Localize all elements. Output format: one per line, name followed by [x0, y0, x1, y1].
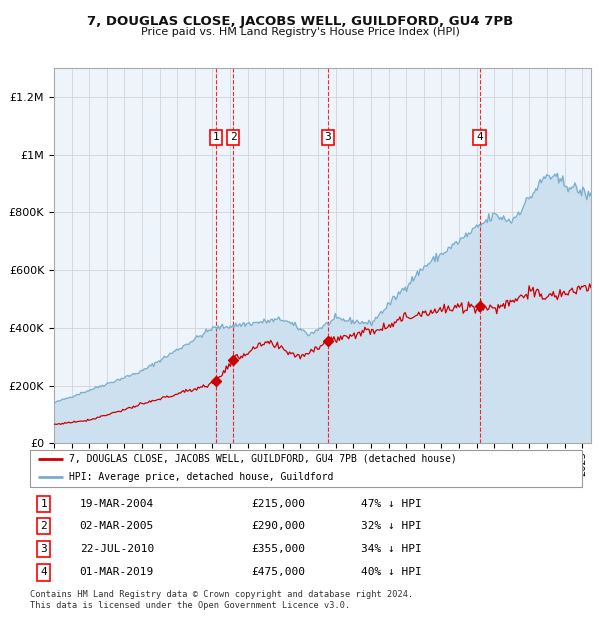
Text: Price paid vs. HM Land Registry's House Price Index (HPI): Price paid vs. HM Land Registry's House … [140, 27, 460, 37]
Text: £215,000: £215,000 [251, 499, 305, 509]
Text: 2: 2 [40, 521, 47, 531]
Text: £355,000: £355,000 [251, 544, 305, 554]
Text: 40% ↓ HPI: 40% ↓ HPI [361, 567, 422, 577]
Text: 3: 3 [40, 544, 47, 554]
Text: 02-MAR-2005: 02-MAR-2005 [80, 521, 154, 531]
Text: £475,000: £475,000 [251, 567, 305, 577]
Text: 34% ↓ HPI: 34% ↓ HPI [361, 544, 422, 554]
FancyBboxPatch shape [30, 450, 582, 487]
Text: 7, DOUGLAS CLOSE, JACOBS WELL, GUILDFORD, GU4 7PB (detached house): 7, DOUGLAS CLOSE, JACOBS WELL, GUILDFORD… [68, 454, 457, 464]
Text: 22-JUL-2010: 22-JUL-2010 [80, 544, 154, 554]
Text: 19-MAR-2004: 19-MAR-2004 [80, 499, 154, 509]
Text: 3: 3 [325, 133, 331, 143]
Text: This data is licensed under the Open Government Licence v3.0.: This data is licensed under the Open Gov… [30, 601, 350, 611]
Text: HPI: Average price, detached house, Guildford: HPI: Average price, detached house, Guil… [68, 472, 333, 482]
Text: 1: 1 [213, 133, 220, 143]
Text: 32% ↓ HPI: 32% ↓ HPI [361, 521, 422, 531]
Text: 4: 4 [40, 567, 47, 577]
Text: 2: 2 [230, 133, 236, 143]
Text: Contains HM Land Registry data © Crown copyright and database right 2024.: Contains HM Land Registry data © Crown c… [30, 590, 413, 600]
Text: 01-MAR-2019: 01-MAR-2019 [80, 567, 154, 577]
Text: 7, DOUGLAS CLOSE, JACOBS WELL, GUILDFORD, GU4 7PB: 7, DOUGLAS CLOSE, JACOBS WELL, GUILDFORD… [87, 16, 513, 29]
Text: 47% ↓ HPI: 47% ↓ HPI [361, 499, 422, 509]
Text: 1: 1 [40, 499, 47, 509]
Text: £290,000: £290,000 [251, 521, 305, 531]
Text: 4: 4 [476, 133, 483, 143]
